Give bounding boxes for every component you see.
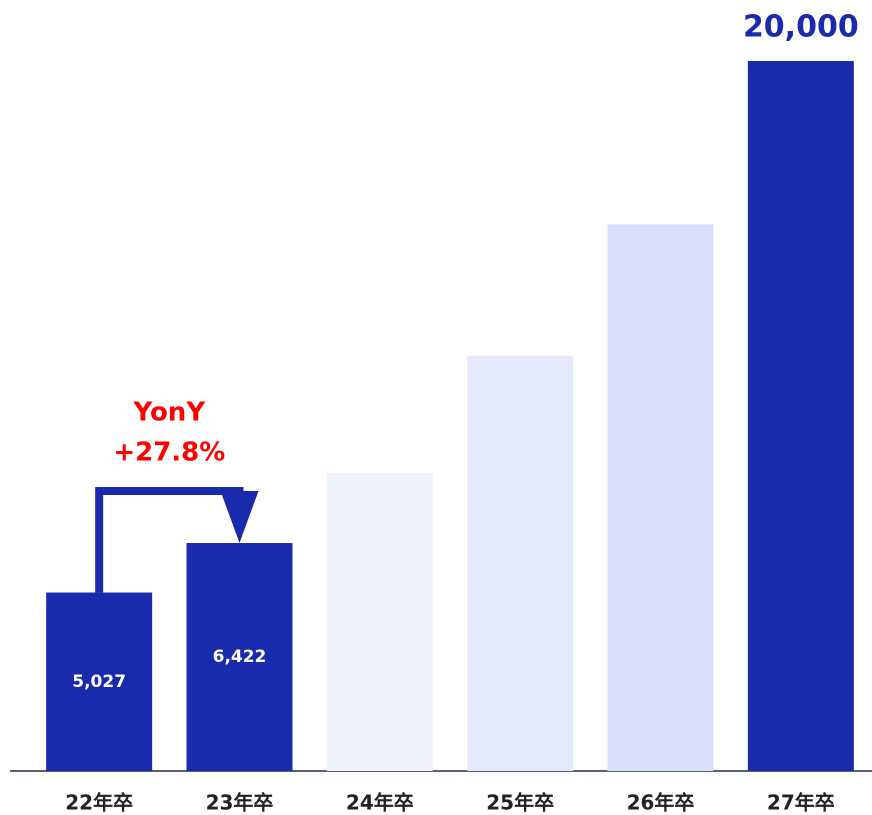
- value-label: 5,027: [72, 672, 126, 692]
- bar: [607, 224, 714, 772]
- x-tick-label: 26年卒: [627, 791, 695, 815]
- annotation: +27.8%: [113, 438, 225, 468]
- x-tick-label: 24年卒: [346, 791, 414, 815]
- x-tick-label: 25年卒: [486, 791, 554, 815]
- bar: [467, 355, 574, 771]
- bar: [747, 61, 854, 771]
- bar: [186, 543, 293, 771]
- bar: [326, 472, 433, 771]
- annotation: YonY: [133, 398, 207, 428]
- yoy-arrow-head: [220, 491, 259, 544]
- value-label-top: 20,000: [743, 10, 859, 45]
- bar: [46, 592, 153, 771]
- x-tick-label: 22年卒: [65, 791, 133, 815]
- x-tick-label: 23年卒: [206, 791, 274, 815]
- value-label: 6,422: [213, 647, 267, 667]
- x-tick-label: 27年卒: [767, 791, 835, 815]
